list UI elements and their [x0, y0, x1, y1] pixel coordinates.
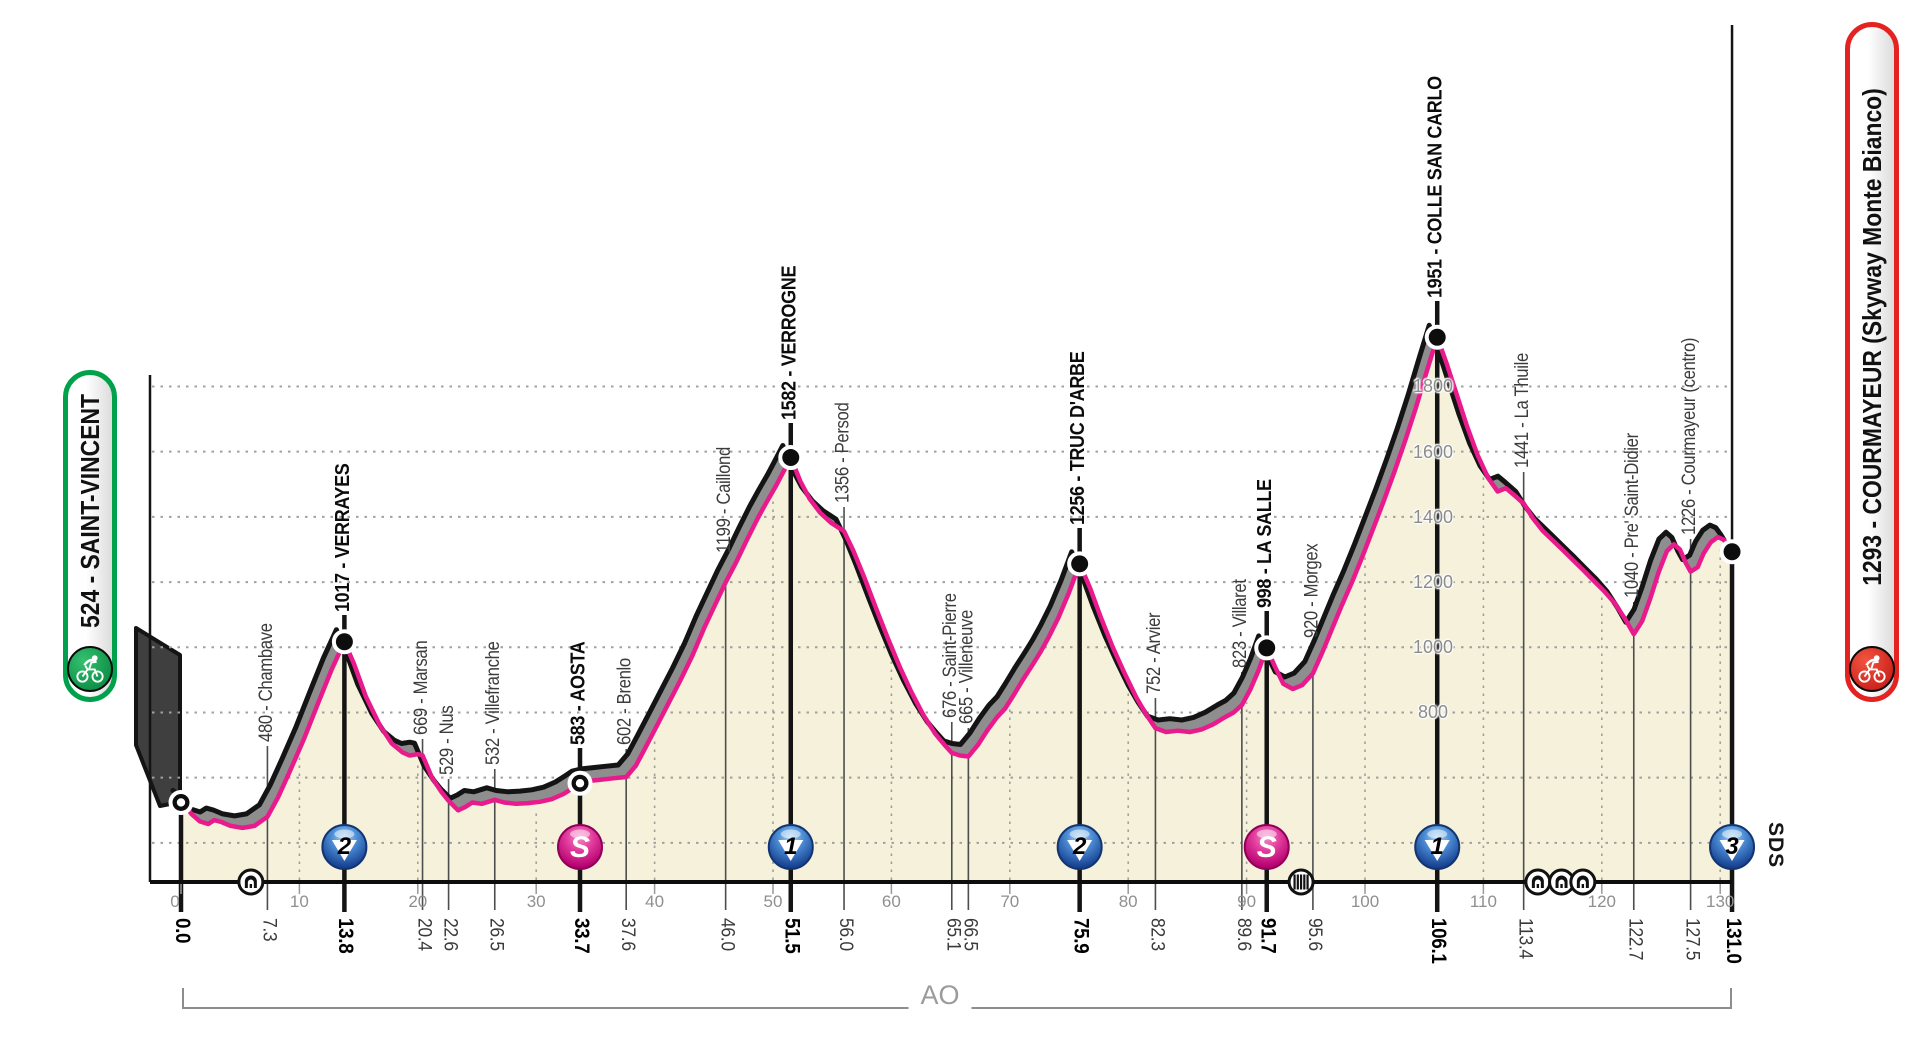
badge-circle — [557, 824, 604, 870]
badge-triangle — [1067, 840, 1093, 861]
route-profile-line — [178, 335, 1735, 831]
category-3-climb-badge: 3 — [1709, 824, 1756, 870]
badge-highlight — [1427, 829, 1448, 839]
tunnel-door — [249, 884, 253, 888]
badge-number: 2 — [1072, 833, 1087, 860]
gallery-stripe — [1303, 874, 1306, 890]
badge-triangle — [331, 840, 357, 861]
badge-triangle — [1424, 840, 1450, 861]
tunnel-portal-inner — [1579, 879, 1586, 888]
badge-highlight — [334, 829, 355, 839]
badge-highlight — [570, 829, 591, 839]
sprint-badge: S — [1243, 824, 1290, 870]
category-1-climb-badge: 1 — [767, 824, 814, 870]
tunnel-door — [1560, 884, 1563, 888]
waypoint-dot — [1071, 555, 1089, 573]
tunnel-portal-inner — [1558, 879, 1565, 888]
sprint-badge: S — [557, 824, 604, 870]
category-2-climb-badge: 2 — [321, 824, 368, 870]
badge-sprint-letter: S — [570, 831, 590, 864]
elevation-area — [181, 337, 1732, 882]
badge-sprint-letter: S — [1257, 831, 1277, 864]
gallery-stripe — [1293, 874, 1296, 890]
badge-circle — [1243, 824, 1290, 870]
category-1-climb-badge: 1 — [1414, 824, 1461, 870]
tunnel-icon — [1548, 868, 1576, 896]
start-pedestal — [134, 626, 182, 808]
badge-highlight — [780, 829, 801, 839]
waypoint-dot — [1723, 543, 1741, 561]
badge-number: 3 — [1725, 833, 1739, 860]
badge-number: 1 — [1431, 833, 1444, 860]
badge-triangle — [778, 840, 804, 861]
badge-number: 2 — [337, 833, 352, 860]
tunnel-icon — [1569, 868, 1597, 896]
tunnel-icon — [1287, 868, 1315, 896]
badge-highlight — [1069, 829, 1090, 839]
tunnel-portal-inner — [247, 879, 254, 888]
waypoint-dot — [335, 633, 353, 651]
gallery-stripe — [1296, 874, 1299, 890]
tunnel-icon — [237, 868, 265, 896]
tunnel-door — [1581, 884, 1585, 888]
gallery-stripe — [1299, 874, 1303, 890]
waypoint-dot — [1258, 639, 1276, 657]
tunnel-portal-inner — [1534, 879, 1541, 888]
waypoint-dot-center — [575, 779, 585, 788]
waypoint-dot-center — [176, 798, 186, 807]
badge-highlight — [1722, 829, 1743, 839]
badge-triangle — [1719, 840, 1745, 861]
tunnel-door — [1536, 884, 1540, 888]
waypoint-dot — [1428, 328, 1446, 346]
category-2-climb-badge: 2 — [1056, 824, 1103, 870]
badge-highlight — [1256, 829, 1277, 839]
tunnel-icon — [1524, 868, 1552, 896]
gallery-stripe — [1306, 874, 1309, 890]
badge-number: 1 — [784, 833, 797, 860]
waypoint-dot — [782, 449, 800, 467]
